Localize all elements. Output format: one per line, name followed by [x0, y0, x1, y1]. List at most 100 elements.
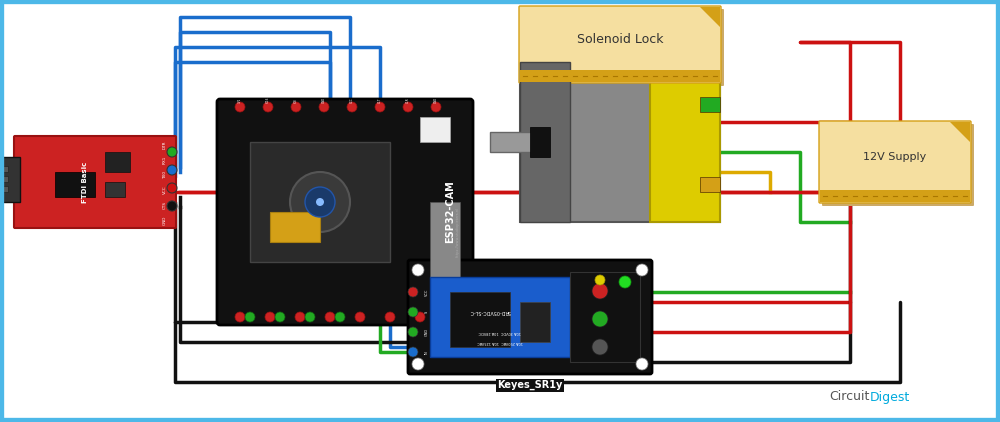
Text: VCC: VCC — [350, 97, 354, 103]
Circle shape — [235, 102, 245, 112]
Text: U1R: U1R — [406, 97, 410, 103]
Bar — [520, 62, 720, 222]
Bar — [700, 97, 720, 112]
Circle shape — [592, 283, 608, 299]
Circle shape — [319, 102, 329, 112]
Text: U1T: U1T — [378, 97, 382, 103]
FancyBboxPatch shape — [822, 124, 974, 206]
Text: CTS: CTS — [163, 201, 167, 209]
Text: FTDI Basic: FTDI Basic — [82, 161, 88, 203]
Text: DTR: DTR — [163, 141, 167, 149]
Bar — [105, 152, 130, 172]
FancyBboxPatch shape — [408, 260, 652, 374]
Bar — [0, 176, 8, 182]
Text: Circuit: Circuit — [830, 390, 870, 403]
Bar — [520, 70, 720, 82]
Circle shape — [290, 172, 350, 232]
FancyBboxPatch shape — [522, 9, 724, 86]
Circle shape — [167, 183, 177, 193]
Circle shape — [592, 339, 608, 355]
Circle shape — [355, 312, 365, 322]
Circle shape — [325, 312, 335, 322]
Text: 3V1: 3V1 — [238, 97, 242, 103]
Circle shape — [408, 287, 418, 297]
FancyBboxPatch shape — [519, 6, 721, 83]
Bar — [430, 202, 460, 282]
Circle shape — [408, 307, 418, 317]
Text: S: S — [425, 311, 429, 313]
Circle shape — [245, 312, 255, 322]
Circle shape — [305, 312, 315, 322]
Circle shape — [275, 312, 285, 322]
Circle shape — [265, 312, 275, 322]
Circle shape — [235, 312, 245, 322]
Bar — [270, 212, 320, 242]
Bar — [820, 190, 970, 202]
Circle shape — [636, 264, 648, 276]
Circle shape — [263, 102, 273, 112]
Text: GND: GND — [425, 328, 429, 336]
Bar — [430, 277, 570, 357]
Text: IN: IN — [425, 350, 429, 354]
Text: VCC: VCC — [163, 186, 167, 194]
Circle shape — [412, 358, 424, 370]
Circle shape — [335, 312, 345, 322]
Text: RX1: RX1 — [163, 156, 167, 164]
Circle shape — [385, 312, 395, 322]
Bar — [250, 142, 390, 262]
Text: IO16: IO16 — [266, 97, 270, 103]
Text: Keyes_SR1y: Keyes_SR1y — [497, 380, 563, 390]
Circle shape — [431, 102, 441, 112]
FancyBboxPatch shape — [819, 121, 971, 203]
Circle shape — [291, 102, 301, 112]
Circle shape — [347, 102, 357, 112]
Circle shape — [592, 311, 608, 327]
Text: GND: GND — [434, 97, 438, 103]
Bar — [420, 117, 450, 142]
Bar — [700, 177, 720, 192]
Circle shape — [408, 347, 418, 357]
Text: GND: GND — [163, 215, 167, 225]
Circle shape — [408, 327, 418, 337]
Bar — [520, 62, 570, 222]
FancyBboxPatch shape — [217, 99, 473, 325]
Circle shape — [305, 187, 335, 217]
Circle shape — [295, 312, 305, 322]
Bar — [105, 182, 125, 197]
Text: TX0: TX0 — [163, 171, 167, 179]
Text: VCC: VCC — [425, 288, 429, 296]
Bar — [520, 302, 550, 342]
Bar — [650, 62, 720, 222]
Bar — [0, 186, 8, 192]
Text: 10A 30VDC  10A 28VDC: 10A 30VDC 10A 28VDC — [479, 330, 521, 334]
Circle shape — [619, 276, 631, 288]
Circle shape — [636, 358, 648, 370]
Circle shape — [316, 198, 324, 206]
Circle shape — [415, 312, 425, 322]
Text: https://www.studiopieters.nl: https://www.studiopieters.nl — [456, 207, 460, 257]
Circle shape — [403, 102, 413, 112]
Circle shape — [595, 275, 605, 285]
Polygon shape — [700, 7, 720, 27]
Text: 10A 250VAC  10A 125VAC: 10A 250VAC 10A 125VAC — [477, 340, 523, 344]
Circle shape — [375, 102, 385, 112]
Bar — [0, 166, 8, 172]
Bar — [450, 292, 510, 347]
Text: Solenoid Lock: Solenoid Lock — [577, 33, 663, 46]
FancyBboxPatch shape — [14, 136, 176, 228]
Text: Digest: Digest — [870, 390, 910, 403]
Polygon shape — [950, 122, 970, 142]
Circle shape — [167, 201, 177, 211]
Text: IO8: IO8 — [294, 98, 298, 103]
Text: SRD-05VDC-SL-C: SRD-05VDC-SL-C — [469, 309, 511, 314]
Text: GND: GND — [322, 97, 326, 103]
Circle shape — [167, 147, 177, 157]
Bar — [530, 127, 550, 157]
Bar — [570, 272, 640, 362]
Text: 12V Supply: 12V Supply — [863, 152, 927, 162]
Circle shape — [167, 165, 177, 175]
Circle shape — [412, 264, 424, 276]
Bar — [490, 132, 550, 152]
Bar — [55, 172, 95, 197]
Text: ESP32-CAM: ESP32-CAM — [445, 181, 455, 243]
